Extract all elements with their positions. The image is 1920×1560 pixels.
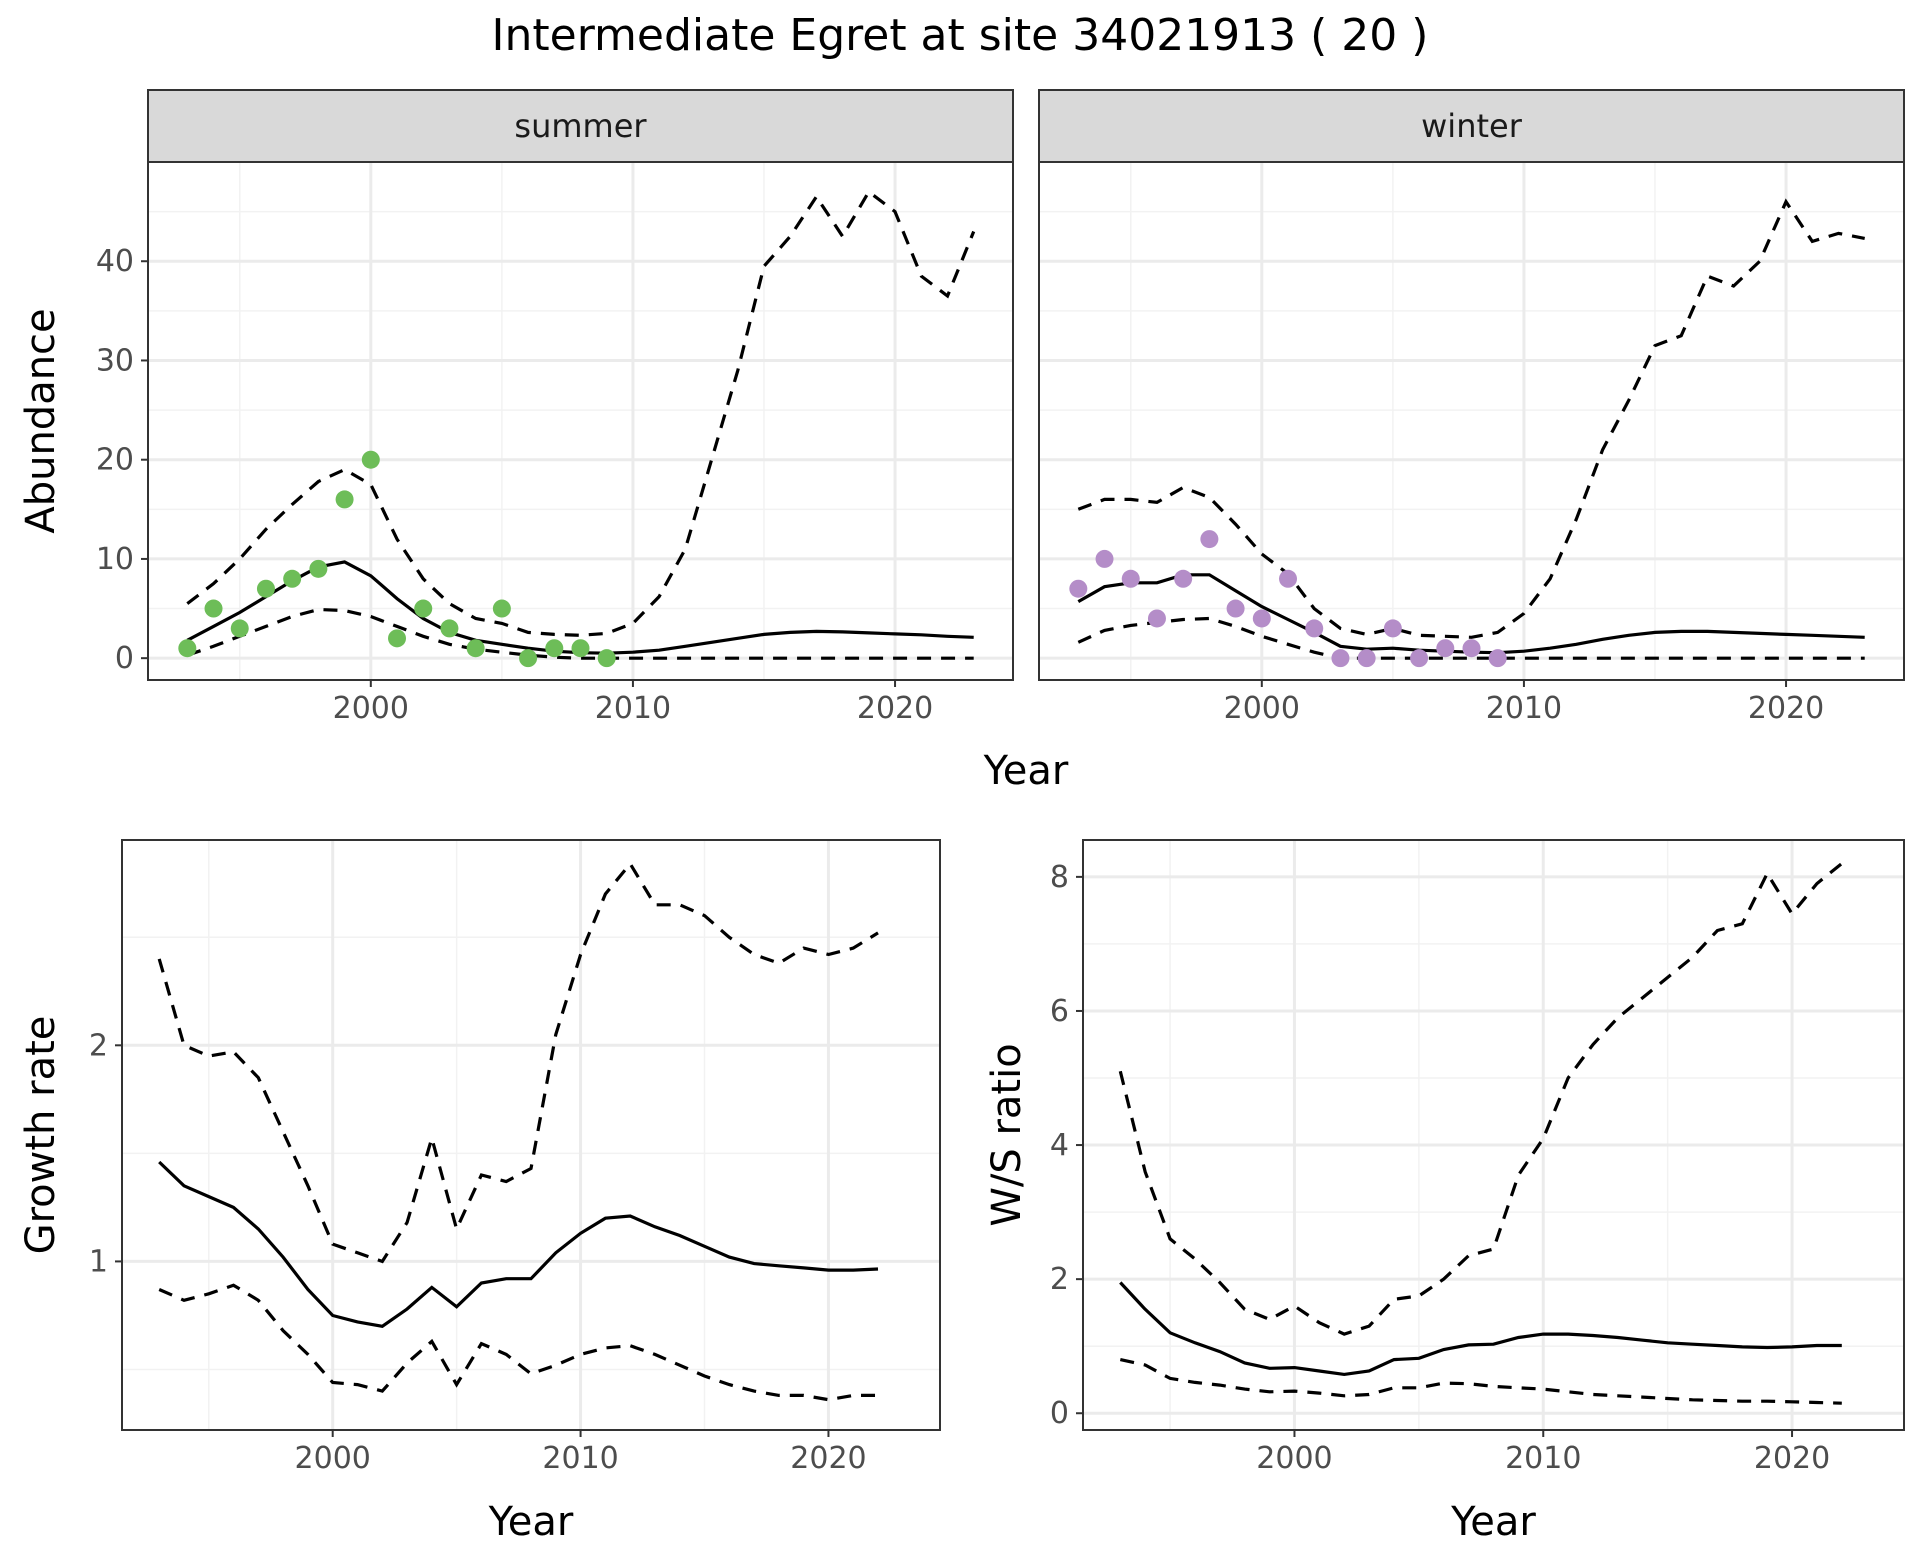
- abundance-summer-strip: [147, 89, 1014, 163]
- abundance-winter-data-point: [1279, 569, 1298, 588]
- abundance-y-axis-title: Abundance: [18, 308, 64, 533]
- abundance-winter-panel-bg: [1039, 162, 1904, 680]
- ratio-y-tick-label: 4: [1050, 1128, 1069, 1163]
- ratio-y-tick-label: 8: [1050, 860, 1069, 895]
- abundance-winter-strip-label: winter: [1421, 107, 1523, 145]
- abundance-summer-data-point: [492, 599, 511, 618]
- ratio-x-tick-label: 2010: [1505, 1441, 1581, 1476]
- abundance-winter-data-point: [1174, 569, 1193, 588]
- abundance-summer-data-point: [283, 569, 302, 588]
- abundance-summer-strip-label: summer: [514, 107, 647, 145]
- growth-x-tick-label: 2010: [542, 1441, 618, 1476]
- growth-lower-line: [158, 1283, 878, 1402]
- abundance-summer-y-tick-label: 10: [96, 542, 134, 577]
- abundance-summer-data-point: [204, 599, 223, 618]
- growth-upper-line: [157, 861, 879, 1264]
- abundance-winter-data-point: [1462, 639, 1481, 658]
- ratio-y-tick-label: 0: [1050, 1396, 1069, 1431]
- abundance-summer-data-point: [545, 639, 564, 658]
- ratio-upper-line: [1118, 862, 1843, 1336]
- abundance-winter-data-point: [1410, 649, 1429, 668]
- growth-y-tick-label: 2: [89, 1028, 108, 1063]
- abundance-summer-data-point: [256, 579, 275, 598]
- ratio-y-axis-title: W/S ratio: [984, 1043, 1030, 1226]
- abundance-summer-data-point: [414, 599, 433, 618]
- abundance-summer-data-point: [440, 619, 459, 638]
- ratio-lower-line: [1119, 1358, 1842, 1405]
- abundance-winter-data-point: [1147, 609, 1166, 628]
- abundance-summer-upper-line: [186, 189, 976, 637]
- growth-median-line: [158, 1160, 879, 1328]
- abundance-winter-data-point: [1200, 530, 1219, 549]
- figure-title: Intermediate Egret at site 34021913 ( 20…: [492, 10, 1429, 61]
- growth-x-axis-title: Year: [488, 1499, 574, 1545]
- abundance-summer-data-point: [361, 450, 380, 469]
- abundance-summer-x-tick-label: 2010: [595, 691, 671, 726]
- growth-panel-bg: [122, 840, 940, 1430]
- abundance-winter-data-point: [1095, 549, 1114, 568]
- abundance-summer-data-point: [178, 639, 197, 658]
- ratio-x-axis-title: Year: [1450, 1499, 1536, 1545]
- ratio-y-tick-label: 2: [1050, 1262, 1069, 1297]
- growth-x-tick-label: 2000: [295, 1441, 371, 1476]
- abundance-winter-data-point: [1383, 619, 1402, 638]
- abundance-x-axis-title: Year: [983, 748, 1069, 794]
- abundance-winter-data-point: [1226, 599, 1245, 618]
- abundance-summer-data-point: [571, 639, 590, 658]
- growth-x-tick-label: 2020: [790, 1441, 866, 1476]
- abundance-winter-data-point: [1305, 619, 1324, 638]
- abundance-winter-x-tick-label: 2000: [1224, 691, 1300, 726]
- abundance-summer-data-point: [230, 619, 249, 638]
- abundance-winter-data-point: [1121, 569, 1140, 588]
- abundance-summer-data-point: [309, 559, 328, 578]
- abundance-winter-x-tick-label: 2020: [1748, 691, 1824, 726]
- abundance-summer-data-point: [597, 649, 616, 668]
- abundance-summer-x-tick-label: 2020: [857, 691, 933, 726]
- growth-y-axis-title: Growth rate: [18, 1016, 64, 1255]
- abundance-summer-data-point: [466, 639, 485, 658]
- abundance-winter-data-point: [1069, 579, 1088, 598]
- abundance-winter-data-point: [1357, 649, 1376, 668]
- abundance-summer-y-tick-label: 40: [96, 244, 134, 279]
- abundance-winter-data-point: [1331, 649, 1350, 668]
- growth-panel-border: [121, 839, 941, 1431]
- abundance-winter-data-point: [1488, 649, 1507, 668]
- growth-y-tick-label: 1: [89, 1244, 108, 1279]
- ratio-panel-bg: [1083, 840, 1904, 1430]
- abundance-summer-y-tick-label: 0: [115, 641, 134, 676]
- abundance-summer-panel-bg: [148, 162, 1013, 680]
- abundance-summer-data-point: [335, 490, 354, 509]
- abundance-summer-x-tick-label: 2000: [333, 691, 409, 726]
- ratio-median-line: [1119, 1281, 1842, 1377]
- ratio-x-tick-label: 2000: [1256, 1441, 1332, 1476]
- abundance-winter-upper-line: [1077, 198, 1865, 639]
- abundance-winter-x-tick-label: 2010: [1486, 691, 1562, 726]
- abundance-winter-data-point: [1436, 639, 1455, 658]
- ratio-y-tick-label: 6: [1050, 994, 1069, 1029]
- ratio-panel-border: [1082, 839, 1905, 1431]
- ratio-x-tick-label: 2020: [1754, 1441, 1830, 1476]
- abundance-summer-y-tick-label: 20: [96, 443, 134, 478]
- abundance-winter-strip: [1038, 89, 1905, 163]
- abundance-summer-data-point: [388, 629, 407, 648]
- abundance-summer-data-point: [519, 649, 538, 668]
- abundance-summer-y-tick-label: 30: [96, 343, 134, 378]
- abundance-winter-data-point: [1252, 609, 1271, 628]
